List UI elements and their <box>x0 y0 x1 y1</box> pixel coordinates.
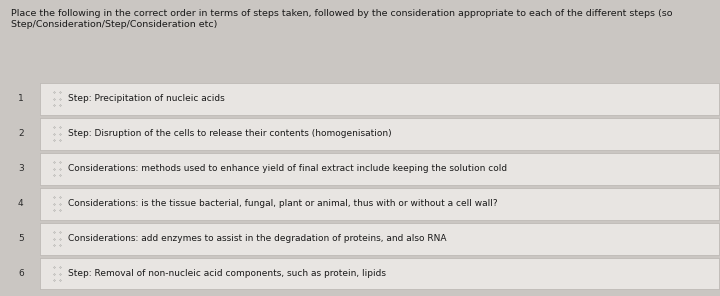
FancyBboxPatch shape <box>40 83 719 115</box>
FancyBboxPatch shape <box>40 153 719 185</box>
Text: Step: Disruption of the cells to release their contents (homogenisation): Step: Disruption of the cells to release… <box>68 129 392 138</box>
Text: Considerations: is the tissue bacterial, fungal, plant or animal, thus with or w: Considerations: is the tissue bacterial,… <box>68 199 498 208</box>
Text: 6: 6 <box>18 269 24 278</box>
Text: 5: 5 <box>18 234 24 243</box>
Text: 1: 1 <box>18 94 24 103</box>
FancyBboxPatch shape <box>40 118 719 150</box>
FancyBboxPatch shape <box>40 258 719 289</box>
Text: Considerations: add enzymes to assist in the degradation of proteins, and also R: Considerations: add enzymes to assist in… <box>68 234 447 243</box>
Text: Step: Removal of non-nucleic acid components, such as protein, lipids: Step: Removal of non-nucleic acid compon… <box>68 269 387 278</box>
Text: 3: 3 <box>18 164 24 173</box>
Text: 4: 4 <box>18 199 24 208</box>
FancyBboxPatch shape <box>40 223 719 255</box>
Text: Step: Precipitation of nucleic acids: Step: Precipitation of nucleic acids <box>68 94 225 103</box>
Text: Place the following in the correct order in terms of steps taken, followed by th: Place the following in the correct order… <box>11 9 672 29</box>
FancyBboxPatch shape <box>40 188 719 220</box>
Text: 2: 2 <box>18 129 24 138</box>
Text: Considerations: methods used to enhance yield of final extract include keeping t: Considerations: methods used to enhance … <box>68 164 508 173</box>
